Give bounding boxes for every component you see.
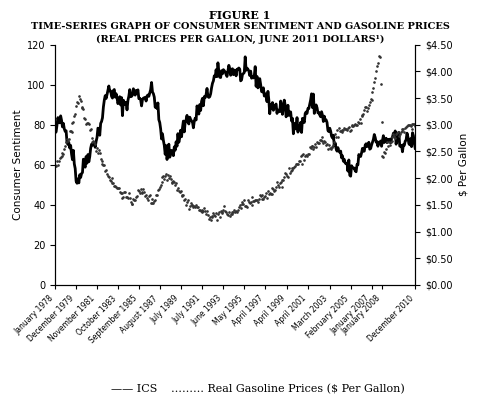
Y-axis label: Consumer Sentiment: Consumer Sentiment bbox=[13, 109, 23, 220]
Text: TIME-SERIES GRAPH OF CONSUMER SENTIMENT AND GASOLINE PRICES: TIME-SERIES GRAPH OF CONSUMER SENTIMENT … bbox=[31, 22, 449, 31]
Y-axis label: $ Per Gallon: $ Per Gallon bbox=[458, 133, 468, 197]
Text: ……… Real Gasoline Prices ($ Per Gallon): ……… Real Gasoline Prices ($ Per Gallon) bbox=[171, 383, 405, 394]
Text: (REAL PRICES PER GALLON, JUNE 2011 DOLLARS¹): (REAL PRICES PER GALLON, JUNE 2011 DOLLA… bbox=[96, 35, 384, 44]
Text: FIGURE 1: FIGURE 1 bbox=[209, 10, 271, 21]
Text: —— ICS: —— ICS bbox=[111, 384, 157, 394]
